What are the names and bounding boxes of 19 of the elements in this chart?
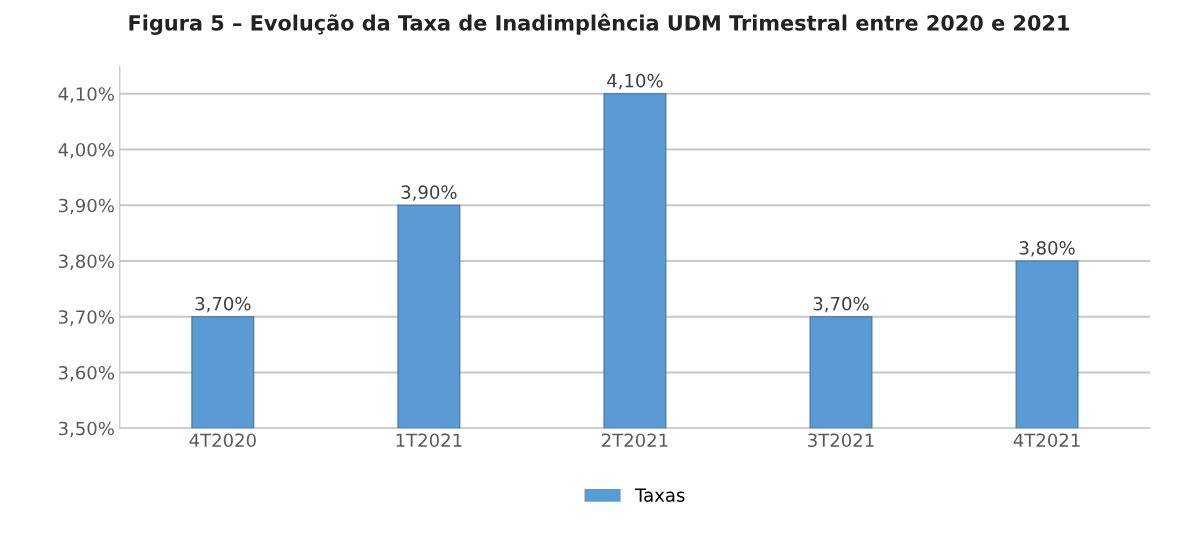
x-tick-label: 1T2021: [396, 433, 462, 448]
x-tick-label: 3T2021: [808, 433, 874, 448]
x-tick-label: 2T2021: [602, 433, 668, 448]
y-tick-label: 3,90%: [58, 198, 114, 215]
legend-label: Taxas: [635, 488, 685, 502]
x-tick-label: 4T2020: [189, 433, 256, 448]
y-tick-label: 4,00%: [58, 142, 114, 159]
data-label: 3,80%: [1019, 241, 1075, 257]
chart-title: Figura 5 – Evolução da Taxa de Inadimplência UDM Trimestral entre 2020 e 2021: [129, 13, 1070, 35]
y-tick-label: 3,70%: [58, 310, 114, 326]
data-label: 3,90%: [401, 185, 457, 201]
data-label: 3,70%: [813, 296, 869, 313]
data-label: 4,10%: [607, 73, 663, 90]
y-tick-label: 3,80%: [58, 254, 114, 270]
x-tick-label: 4T2021: [1013, 433, 1080, 448]
y-tick-label: 3,50%: [58, 421, 114, 438]
y-tick-label: 3,60%: [58, 365, 114, 382]
y-tick-label: 4,10%: [58, 87, 114, 103]
data-label: 3,70%: [195, 296, 251, 313]
